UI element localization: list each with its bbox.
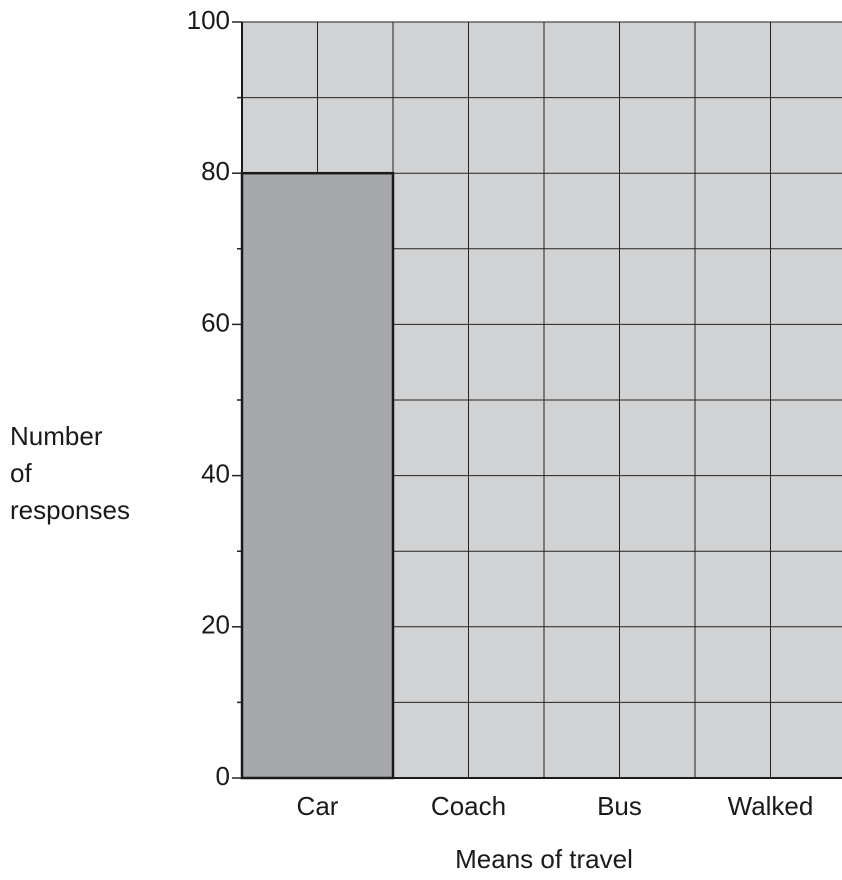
y-tick-label: 0 [216,761,230,791]
x-axis-label: Means of travel [455,844,633,874]
y-tick-label: 80 [201,156,230,186]
bar [240,171,395,780]
y-tick-label: 100 [187,5,230,35]
x-tick-label: Coach [431,791,506,821]
x-tick-label: Bus [597,791,642,821]
y-tick-label: 60 [201,307,230,337]
y-tick-label: 40 [201,458,230,488]
y-axis-label: Number of responses [10,421,130,525]
x-tick-label: Walked [728,791,814,821]
x-tick-label: Car [297,791,339,821]
y-tick-label: 20 [201,610,230,640]
